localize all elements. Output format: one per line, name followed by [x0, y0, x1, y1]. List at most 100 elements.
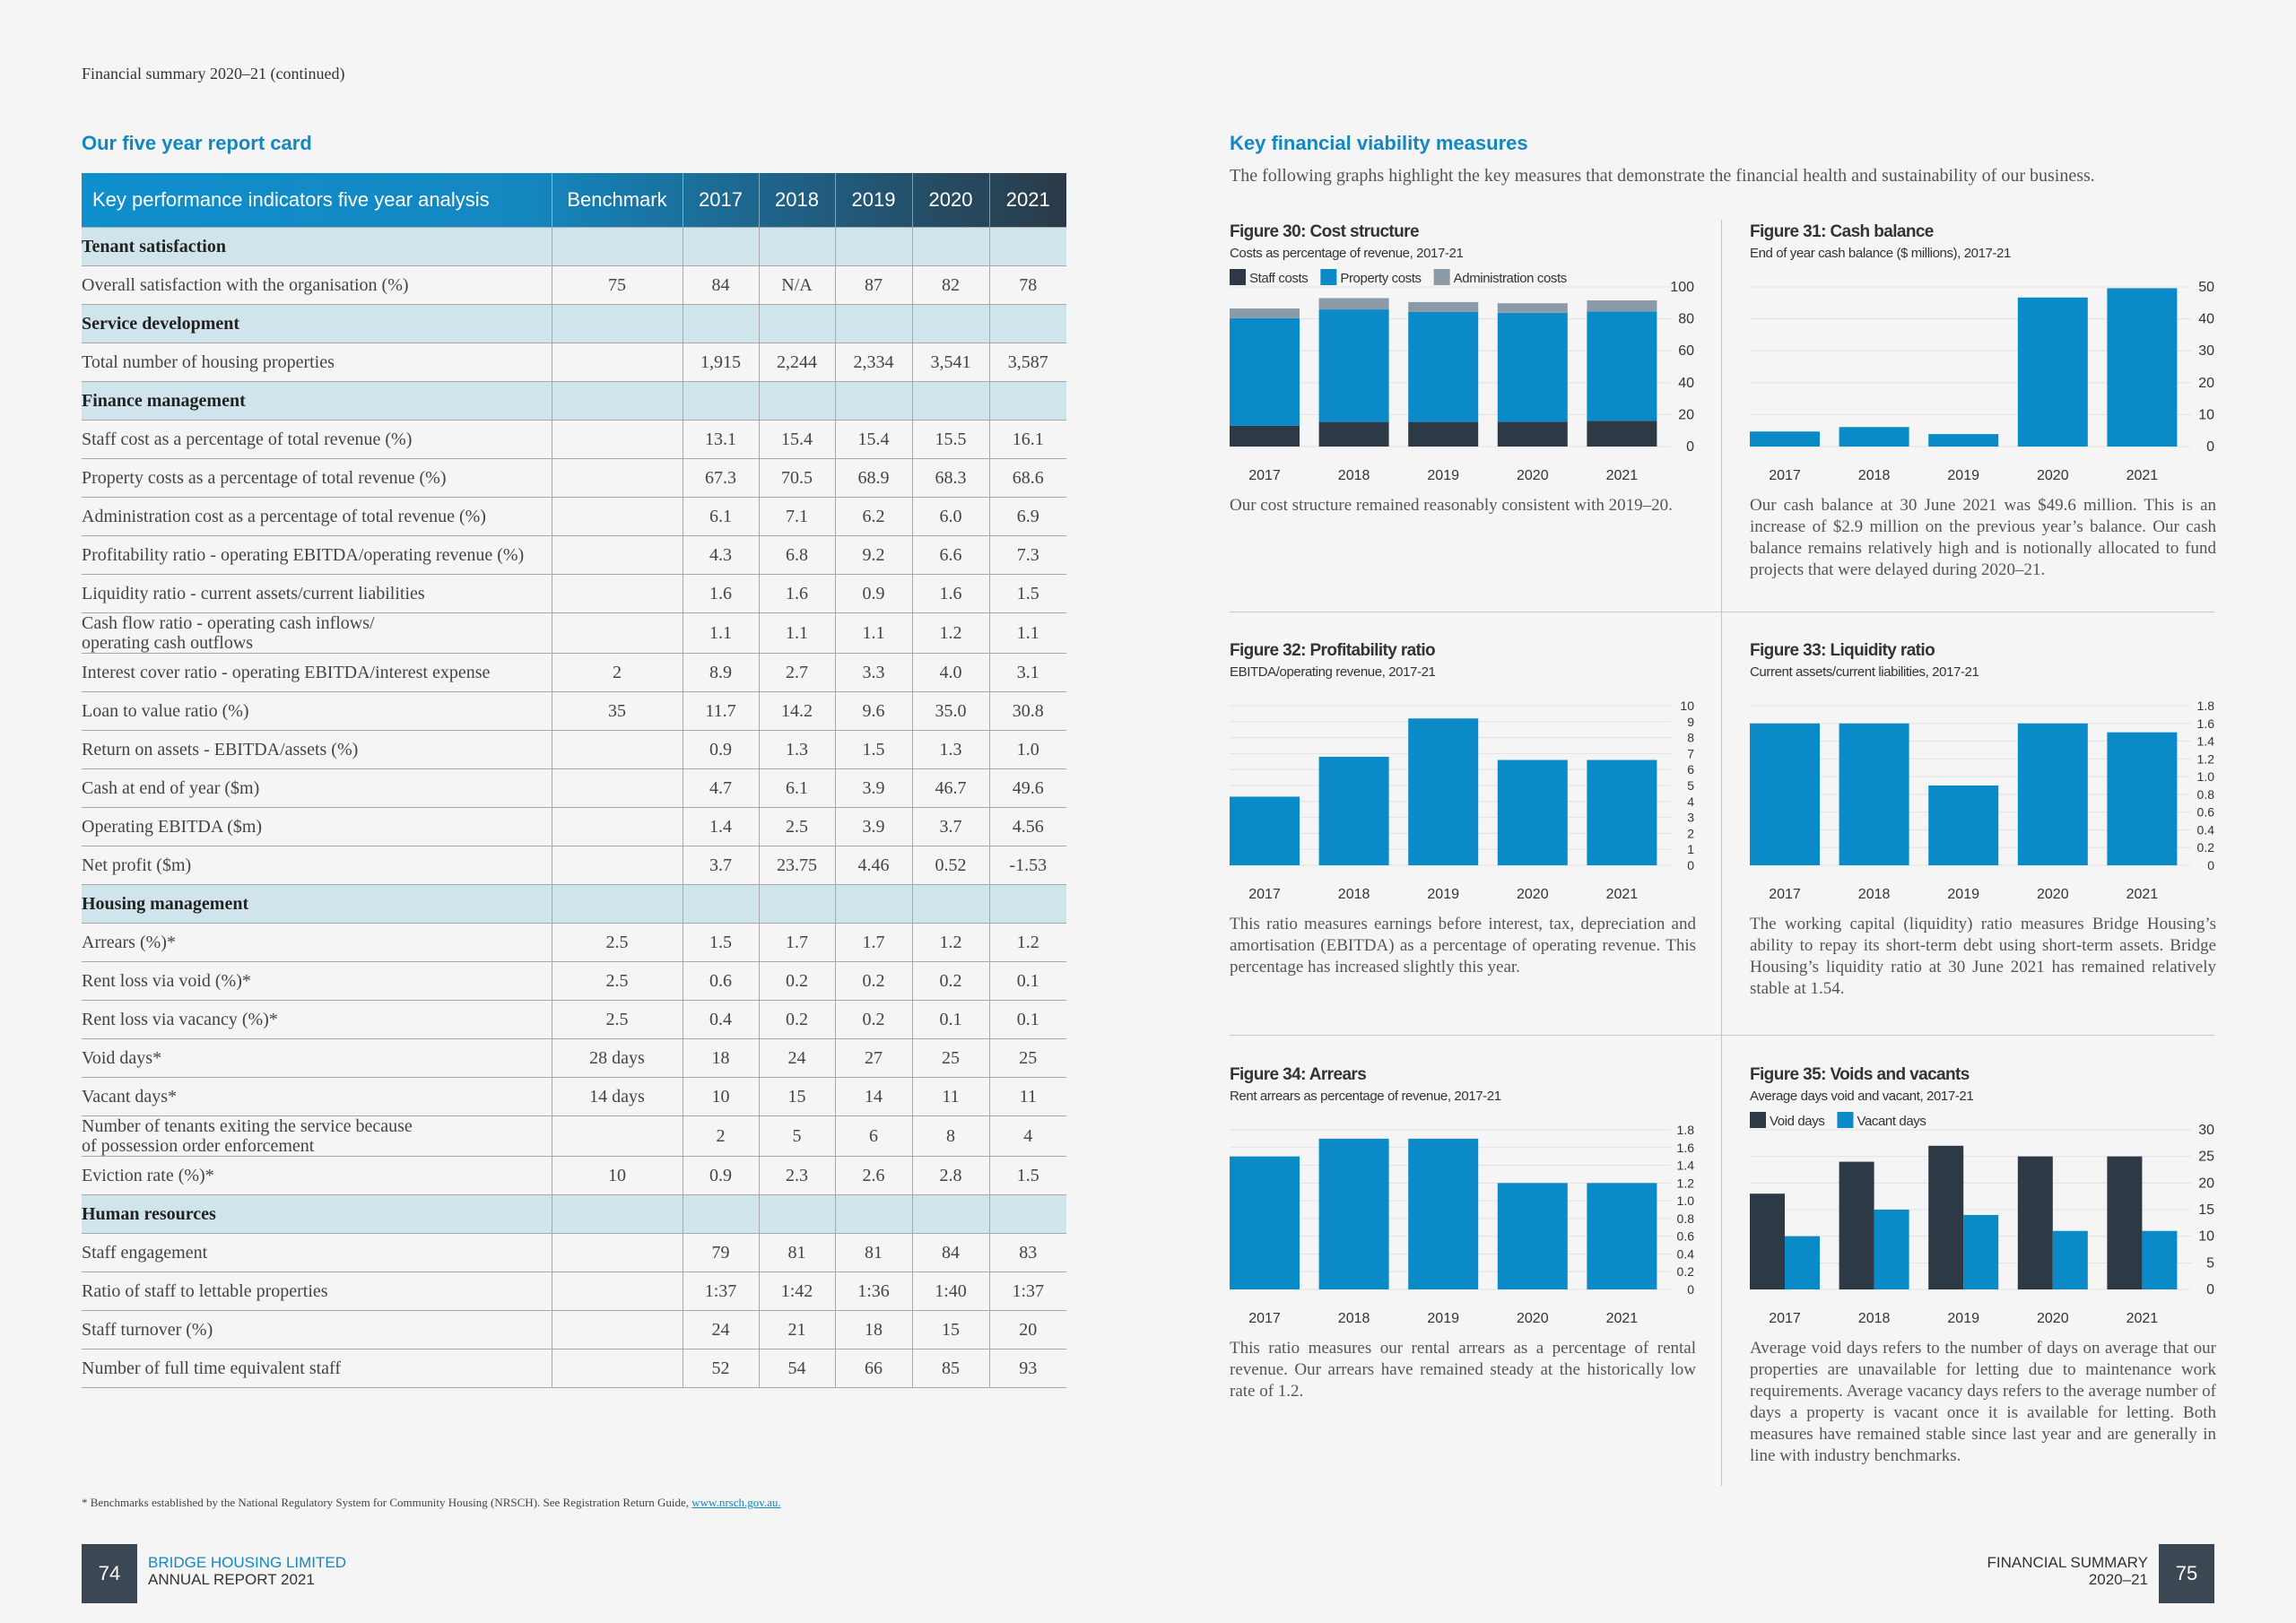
section-row: Housing management	[82, 884, 1066, 924]
table-row: Administration cost as a percentage of t…	[82, 497, 1066, 536]
bar	[1750, 723, 1820, 865]
y-tick-label: 0	[2206, 1282, 2214, 1298]
cell: 11.7	[682, 691, 760, 731]
cell	[551, 1194, 683, 1234]
cell: 81	[758, 1233, 836, 1272]
cell: 15	[911, 1310, 990, 1350]
table-row: Arrears (%)* 2.5 1.5 1.7 1.7 1.2 1.2	[82, 923, 1066, 962]
x-tick-label: 2018	[1338, 1311, 1370, 1326]
cell	[758, 304, 836, 343]
running-title: Financial summary 2020–21 (continued)	[82, 65, 345, 82]
cell: 4.0	[911, 653, 990, 692]
cell: 1.7	[834, 923, 913, 962]
cell: 79	[682, 1233, 760, 1272]
section-label: Human resources	[82, 1194, 552, 1234]
row-label: Total number of housing properties	[82, 343, 552, 382]
cell: 21	[758, 1310, 836, 1350]
cell: 0.1	[988, 1000, 1066, 1039]
bar	[1408, 718, 1479, 865]
cell: 0.9	[834, 574, 913, 613]
cell: 2.3	[758, 1156, 836, 1195]
cell: 0.1	[988, 961, 1066, 1001]
x-tick-label: 2021	[2126, 887, 2159, 902]
cell: 2.7	[758, 653, 836, 692]
section-title: Key financial viability measures	[1230, 132, 1528, 154]
cell: 15	[758, 1077, 836, 1116]
row-label: Loan to value ratio (%)	[82, 691, 552, 731]
cell: 16.1	[988, 420, 1066, 459]
cell: 6.8	[758, 535, 836, 575]
cell: 2.6	[834, 1156, 913, 1195]
cell: 6.0	[911, 497, 990, 536]
cell: 6.6	[911, 535, 990, 575]
cell: 4	[988, 1115, 1066, 1157]
cell: 13.1	[682, 420, 760, 459]
bar-segment	[1408, 421, 1479, 447]
bar	[2107, 732, 2178, 865]
cell	[551, 1271, 683, 1311]
bar-segment	[1230, 308, 1300, 318]
cell: 24	[682, 1310, 760, 1350]
bar-segment	[1318, 298, 1389, 310]
cell: 1.1	[988, 612, 1066, 654]
cell: 0.1	[911, 1000, 990, 1039]
cell: 28 days	[551, 1038, 683, 1078]
cell: 68.9	[834, 458, 913, 498]
cell: 1:42	[758, 1271, 836, 1311]
cell: 2.5	[551, 1000, 683, 1039]
section-label: Service development	[82, 304, 552, 343]
table-row: Overall satisfaction with the organisati…	[82, 265, 1066, 305]
table-row: Cash flow ratio - operating cash inflows…	[82, 612, 1066, 654]
cell	[988, 381, 1066, 421]
y-tick-label: 0.8	[2197, 787, 2215, 802]
cell: 66	[834, 1349, 913, 1388]
bar	[1839, 1161, 1874, 1289]
y-tick-label: 10	[2198, 1229, 2214, 1245]
table-row: Cash at end of year ($m) 4.7 6.1 3.9 46.7 49.…	[82, 768, 1066, 808]
cell	[834, 227, 913, 266]
y-tick-label: 1.2	[2197, 751, 2215, 766]
cell	[551, 535, 683, 575]
y-tick-label: 5	[1687, 778, 1694, 793]
cell: 25	[911, 1038, 990, 1078]
cell: 75	[551, 265, 683, 305]
y-tick-label: 0.4	[2197, 822, 2215, 837]
section-row: Tenant satisfaction	[82, 227, 1066, 266]
cell: 0.4	[682, 1000, 760, 1039]
cell: 35.0	[911, 691, 990, 731]
bar-segment	[1230, 317, 1300, 426]
y-tick-label: 40	[1678, 376, 1694, 391]
footer-section: FINANCIAL SUMMARY	[1987, 1554, 2148, 1571]
cell: 0.2	[758, 1000, 836, 1039]
cell: 3,587	[988, 343, 1066, 382]
cell: 0.52	[911, 846, 990, 885]
bar	[1928, 1145, 1964, 1289]
cell: 23.75	[758, 846, 836, 885]
footnote-link[interactable]: www.nrsch.gov.au.	[691, 1496, 781, 1509]
row-label: Staff engagement	[82, 1233, 552, 1272]
bar-segment	[1230, 425, 1300, 447]
bar	[1750, 1193, 1785, 1289]
row-label: Rent loss via void (%)*	[82, 961, 552, 1001]
cell: 3.7	[682, 846, 760, 885]
legend-label: Administration costs	[1454, 271, 1567, 286]
column-header: 2019	[834, 173, 912, 228]
cell: 35	[551, 691, 683, 731]
row-label: Staff turnover (%)	[82, 1310, 552, 1350]
cell: 2	[682, 1115, 760, 1157]
chart: Figure 30: Cost structure Costs as percen…	[1230, 221, 1732, 615]
cell: 1.0	[988, 730, 1066, 769]
chart-svg: Figure 32: Profitability ratio EBITDA/ope…	[1230, 641, 1694, 902]
chart: Figure 34: Arrears Rent arrears as percen…	[1230, 1063, 1732, 1458]
row-label: Number of full time equivalent staff	[82, 1349, 552, 1388]
footer-org: BRIDGE HOUSING LIMITED	[148, 1554, 347, 1571]
row-label: Interest cover ratio - operating EBITDA/…	[82, 653, 552, 692]
cell: 18	[834, 1310, 913, 1350]
cell: 9.2	[834, 535, 913, 575]
cell	[911, 884, 990, 924]
cell: 6.1	[758, 768, 836, 808]
cell: 14 days	[551, 1077, 683, 1116]
cell	[551, 1349, 683, 1388]
bar-segment	[1497, 312, 1568, 422]
cell	[551, 1310, 683, 1350]
